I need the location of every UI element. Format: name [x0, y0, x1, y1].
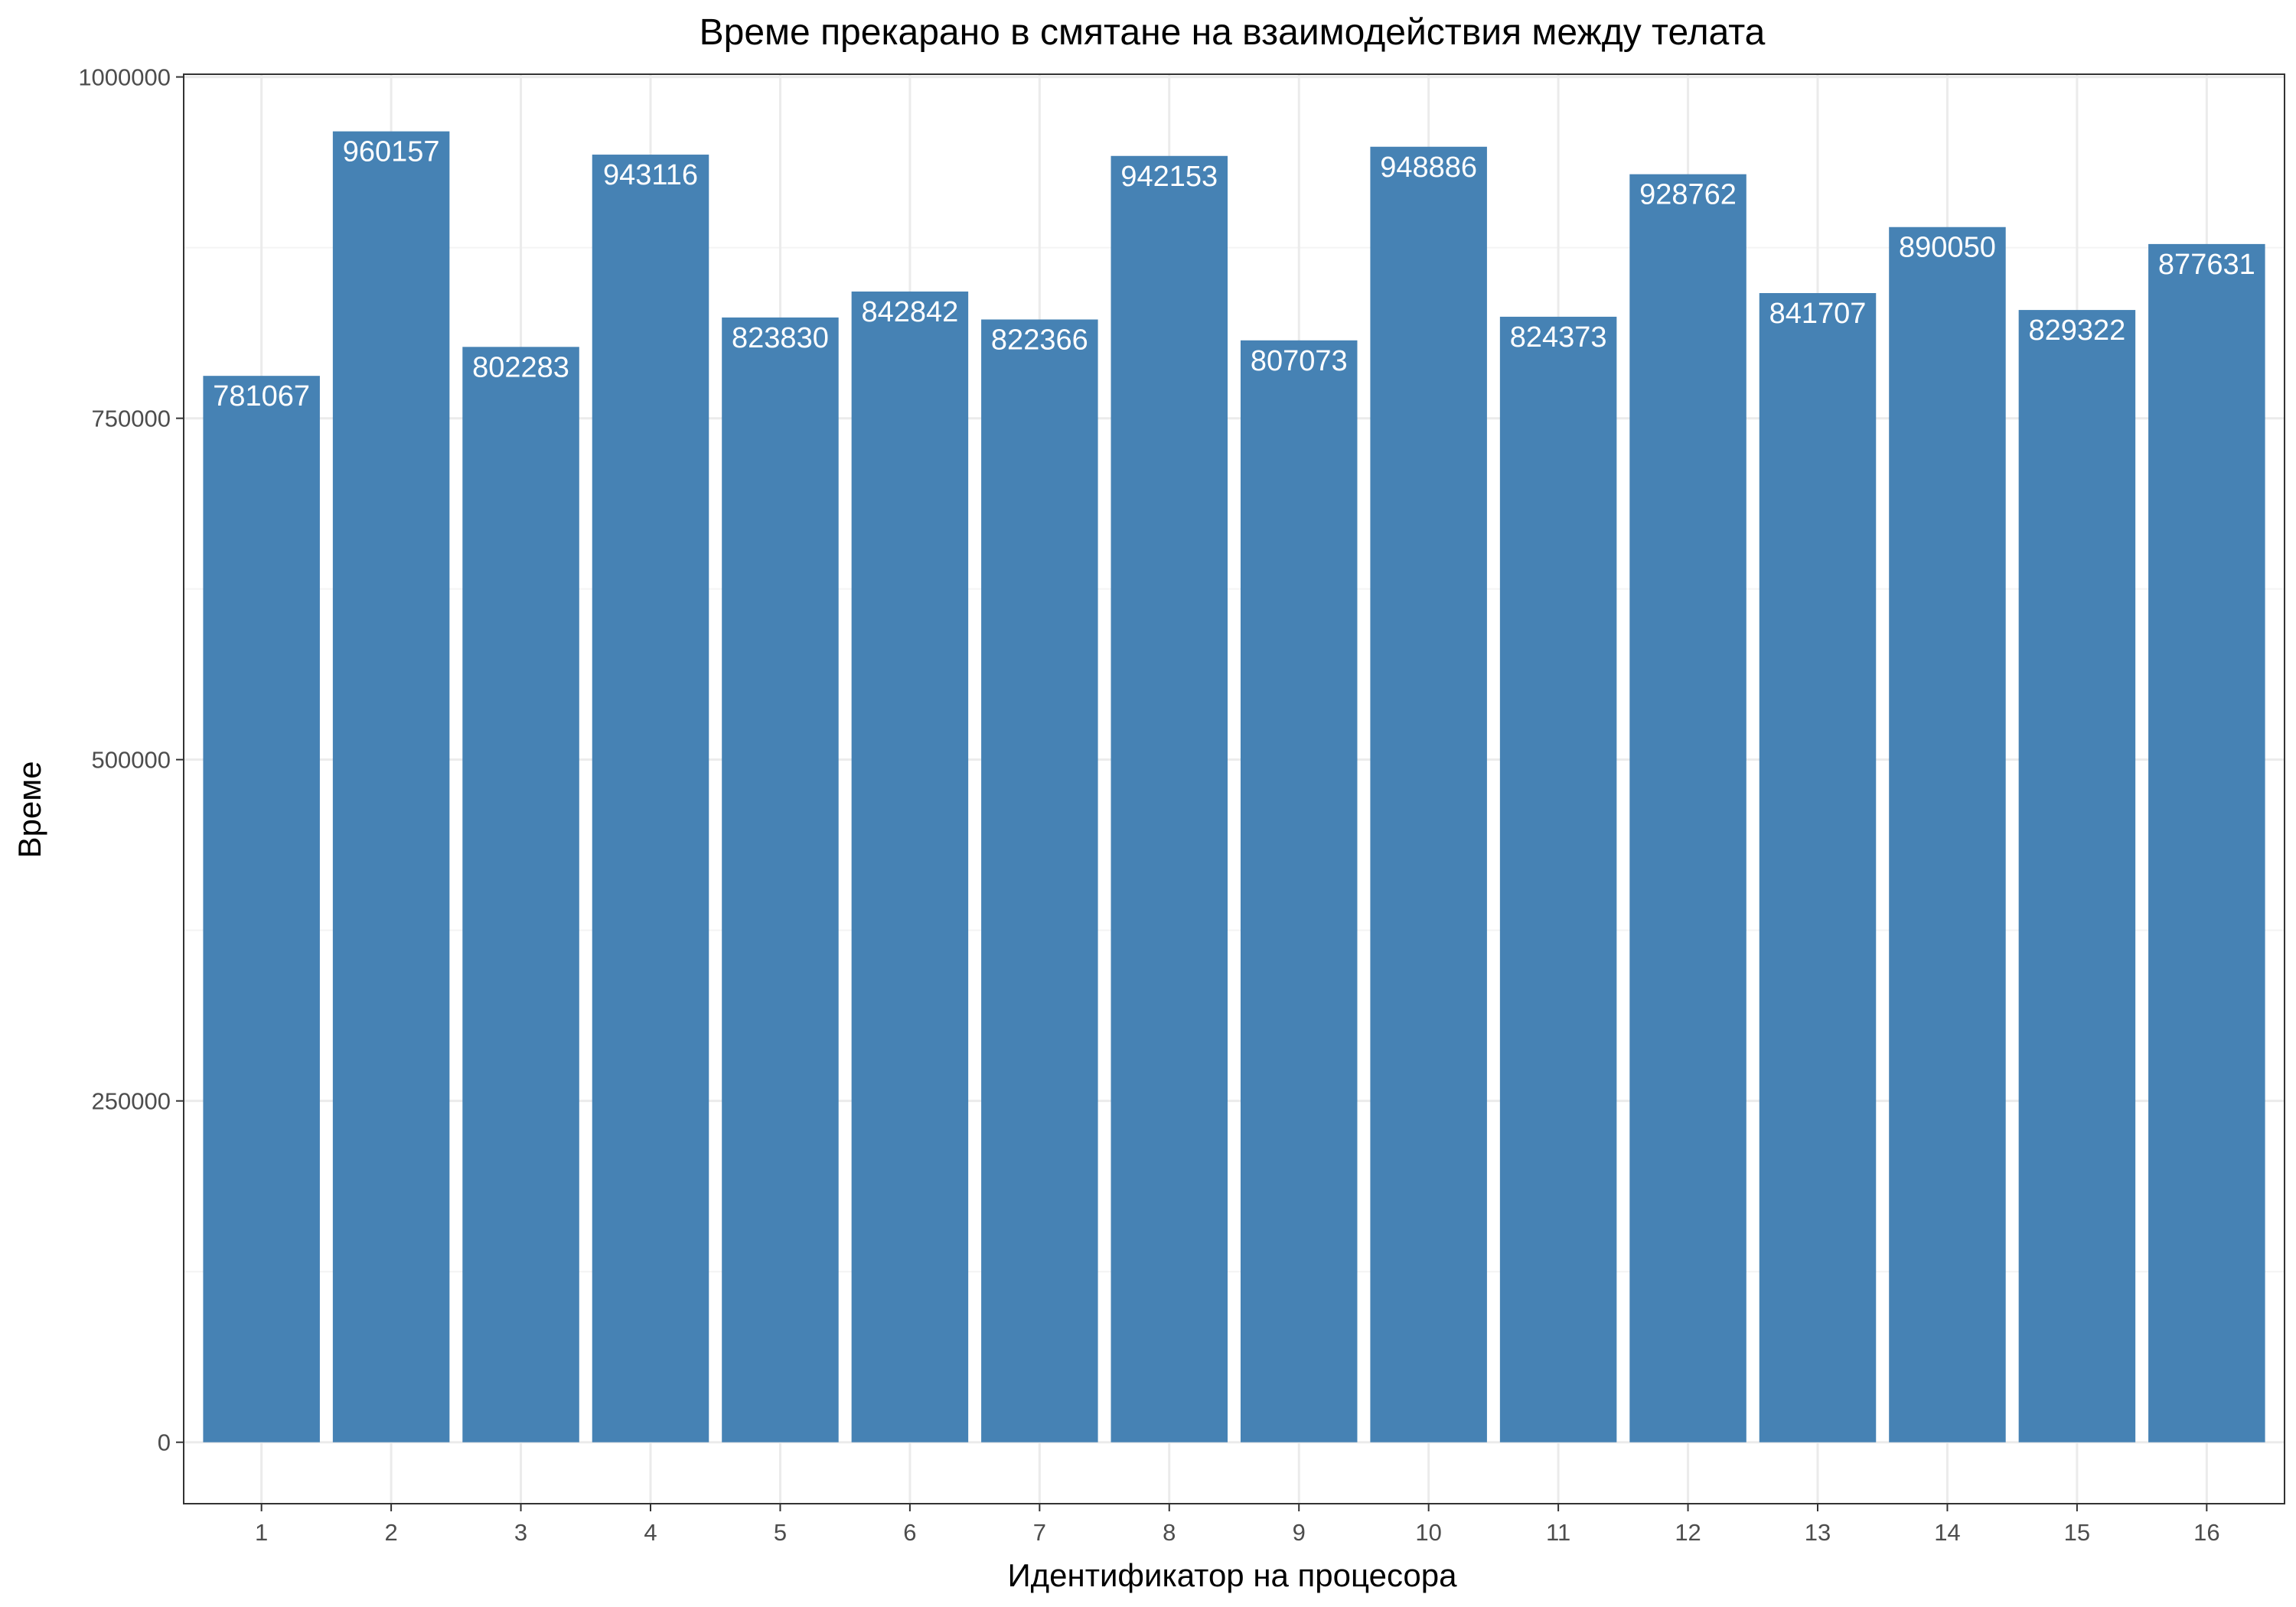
- bar-value-label: 842842: [861, 296, 958, 328]
- y-tick-label: 1000000: [78, 64, 171, 91]
- x-axis: 1 2 3 4 5 6 7 8 9 10 11 12 13 14 15 16: [255, 1504, 2220, 1546]
- y-tick-label: 250000: [92, 1088, 171, 1115]
- bar-value-label: 841707: [1769, 298, 1867, 330]
- bar: [1240, 340, 1358, 1442]
- bar-value-label: 942153: [1120, 161, 1218, 193]
- bar: [1110, 155, 1228, 1442]
- bar: [332, 131, 450, 1442]
- y-axis: 0 250000 500000 750000 1000000: [78, 64, 184, 1456]
- y-tick-label: 500000: [92, 747, 171, 774]
- y-tick-label: 750000: [92, 406, 171, 432]
- bar-value-label: 823830: [732, 322, 829, 354]
- bar: [722, 317, 839, 1442]
- chart-title: Време прекарано в смятане на взаимодейст…: [700, 12, 1766, 53]
- bar-value-label: 960157: [343, 136, 440, 168]
- x-tick-label: 7: [1033, 1519, 1046, 1546]
- bar: [592, 155, 709, 1442]
- x-tick-label: 4: [644, 1519, 657, 1546]
- bar: [203, 376, 320, 1442]
- bar-value-label: 781067: [213, 380, 310, 412]
- bars: [203, 131, 2265, 1442]
- bar-value-label: 890050: [1899, 232, 1996, 264]
- bar-value-labels: 781067 960157 802283 943116 823830 842842 8223…: [213, 136, 2255, 413]
- x-tick-label: 11: [1546, 1519, 1570, 1546]
- bar: [1889, 227, 2006, 1442]
- x-tick-label: 15: [2064, 1519, 2090, 1546]
- x-tick-label: 8: [1163, 1519, 1176, 1546]
- bar-value-label: 824373: [1510, 321, 1607, 354]
- bar: [1629, 174, 1746, 1442]
- x-tick-label: 1: [255, 1519, 268, 1546]
- x-tick-label: 5: [774, 1519, 787, 1546]
- x-tick-label: 3: [514, 1519, 527, 1546]
- x-tick-label: 9: [1293, 1519, 1306, 1546]
- x-tick-label: 16: [2193, 1519, 2219, 1546]
- bar: [851, 291, 969, 1442]
- bar: [981, 319, 1098, 1442]
- bar-value-label: 877631: [2158, 249, 2255, 281]
- x-axis-title: Идентификатор на процесора: [1007, 1557, 1457, 1593]
- bar: [2018, 310, 2136, 1442]
- bar-value-label: 822366: [991, 324, 1088, 356]
- x-tick-label: 6: [903, 1519, 916, 1546]
- bar-value-label: 829322: [2028, 315, 2125, 347]
- bar-value-label: 802283: [472, 351, 569, 383]
- bar: [1759, 292, 1877, 1442]
- x-tick-label: 13: [1805, 1519, 1831, 1546]
- y-axis-title: Време: [11, 761, 47, 859]
- bar-value-label: 807073: [1251, 345, 1348, 377]
- panel-border: [183, 73, 2285, 1504]
- x-tick-label: 2: [384, 1519, 397, 1546]
- bar: [1499, 316, 1617, 1442]
- bar: [2148, 243, 2265, 1442]
- bar-value-label: 943116: [603, 159, 698, 191]
- y-tick-label: 0: [158, 1429, 171, 1456]
- x-tick-label: 10: [1415, 1519, 1441, 1546]
- bar: [1370, 146, 1487, 1442]
- bar-value-label: 948886: [1380, 152, 1477, 184]
- x-tick-label: 12: [1675, 1519, 1701, 1546]
- bar-value-label: 928762: [1639, 179, 1737, 211]
- bar: [462, 347, 579, 1442]
- x-tick-label: 14: [1934, 1519, 1960, 1546]
